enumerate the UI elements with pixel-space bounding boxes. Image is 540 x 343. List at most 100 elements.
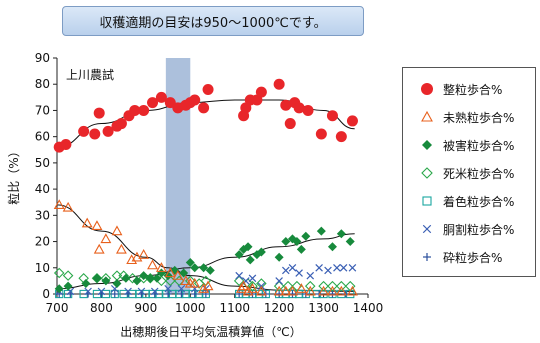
x-tick-label: 700 <box>46 301 69 315</box>
point-series-0 <box>138 104 150 116</box>
point-series-5 <box>97 287 106 296</box>
point-series-5 <box>315 263 323 272</box>
legend-marker-shape <box>423 253 431 261</box>
point-series-3 <box>327 280 338 292</box>
y-tick-label: 0 <box>42 287 50 301</box>
y-tick-label: 60 <box>35 130 50 144</box>
point-series-2 <box>256 247 266 257</box>
point-series-1 <box>100 233 112 244</box>
point-series-1 <box>115 243 127 254</box>
point-series-1 <box>287 285 298 296</box>
point-series-2 <box>101 276 111 286</box>
legend-marker-shape <box>421 83 433 95</box>
point-series-5 <box>333 263 341 272</box>
point-series-1 <box>280 285 292 296</box>
legend-marker <box>422 196 432 206</box>
point-series-5 <box>295 269 303 277</box>
point-series-2 <box>81 279 91 289</box>
x-marker-stroke <box>164 284 172 293</box>
legend-marker <box>423 253 431 261</box>
point-series-6 <box>328 290 337 298</box>
point-series-1 <box>138 249 150 259</box>
point-series-5 <box>275 277 283 285</box>
point-series-5 <box>306 271 315 280</box>
point-series-3 <box>336 280 347 292</box>
x-marker-stroke <box>295 269 303 277</box>
point-series-2 <box>121 273 131 283</box>
x-marker-stroke <box>288 263 297 272</box>
point-series-0 <box>255 86 267 98</box>
point-series-2 <box>345 237 355 247</box>
legend-marker <box>421 83 433 95</box>
point-series-5 <box>164 284 172 293</box>
x-tick-label: 1400 <box>353 301 384 315</box>
point-series-3 <box>127 272 138 284</box>
point-series-6 <box>202 290 210 298</box>
point-series-0 <box>315 128 327 140</box>
x-marker-stroke <box>97 287 106 296</box>
y-tick-label: 10 <box>35 261 50 275</box>
point-series-0 <box>189 94 201 106</box>
point-series-0 <box>78 125 90 137</box>
point-series-6 <box>111 290 119 298</box>
point-series-0 <box>284 118 296 130</box>
point-series-0 <box>293 102 305 114</box>
y-tick-label: 50 <box>35 156 50 170</box>
harvest-timing-callout: 収穫適期の目安は950～1000℃です。 <box>62 6 364 36</box>
point-series-5 <box>288 263 297 272</box>
y-tick-label: 80 <box>35 77 50 91</box>
legend-marker <box>421 110 433 122</box>
point-series-3 <box>318 280 329 292</box>
x-marker-stroke <box>306 271 315 280</box>
point-series-1 <box>238 280 250 291</box>
point-series-1 <box>189 277 201 288</box>
point-series-1 <box>180 275 192 286</box>
point-series-2 <box>316 226 326 236</box>
point-series-5 <box>324 266 332 275</box>
point-series-3 <box>291 280 303 292</box>
x-marker-stroke <box>324 266 332 275</box>
point-series-2 <box>205 265 215 275</box>
plot-inner-label: 上川農試 <box>66 67 114 82</box>
point-series-2 <box>179 268 189 278</box>
point-series-2 <box>163 271 173 281</box>
point-series-0 <box>346 115 358 127</box>
point-series-2 <box>301 231 311 241</box>
legend: 整粒歩合% 未熟粒歩合% 被害粒歩合% 死米粒歩合% 着色粒歩合% 胴割粒歩合% 砕粒歩合% <box>402 67 536 277</box>
legend-marker-shape <box>422 196 432 206</box>
x-tick-label: 800 <box>90 301 113 315</box>
x-marker-stroke <box>339 263 348 272</box>
harvest-window-rect <box>165 58 191 294</box>
point-series-5 <box>235 271 243 280</box>
callout-text: 収穫適期の目安は950～1000℃です。 <box>99 15 327 31</box>
harvest-window-band <box>165 58 191 294</box>
point-series-1 <box>155 262 167 272</box>
point-series-5 <box>282 266 290 275</box>
point-series-1 <box>242 285 254 296</box>
legend-marker-shape <box>422 140 432 150</box>
x-tick-label: 1100 <box>219 301 250 315</box>
legend-item: 被害粒歩合% <box>403 132 535 158</box>
legend-item: 胴割粒歩合% <box>403 216 535 242</box>
point-series-1 <box>318 285 330 296</box>
legend-item: 着色粒歩合% <box>403 188 535 214</box>
point-series-0 <box>202 83 214 95</box>
point-series-5 <box>348 263 357 272</box>
y-tick-label: 70 <box>35 103 50 117</box>
point-series-1 <box>327 285 338 296</box>
x-marker-stroke <box>150 287 159 296</box>
x-marker-stroke <box>137 287 146 296</box>
point-series-2 <box>296 244 306 254</box>
point-series-2 <box>190 263 200 273</box>
x-marker-stroke <box>333 263 341 272</box>
point-series-1 <box>164 267 176 278</box>
point-series-2 <box>145 273 155 283</box>
point-series-5 <box>339 263 348 272</box>
point-series-0 <box>93 107 105 119</box>
x-marker-stroke <box>275 277 283 285</box>
point-series-1 <box>335 285 347 296</box>
point-series-1 <box>93 243 105 254</box>
point-series-1 <box>62 201 74 212</box>
legend-label: 胴割粒歩合% <box>443 222 515 237</box>
point-series-0 <box>198 102 210 114</box>
